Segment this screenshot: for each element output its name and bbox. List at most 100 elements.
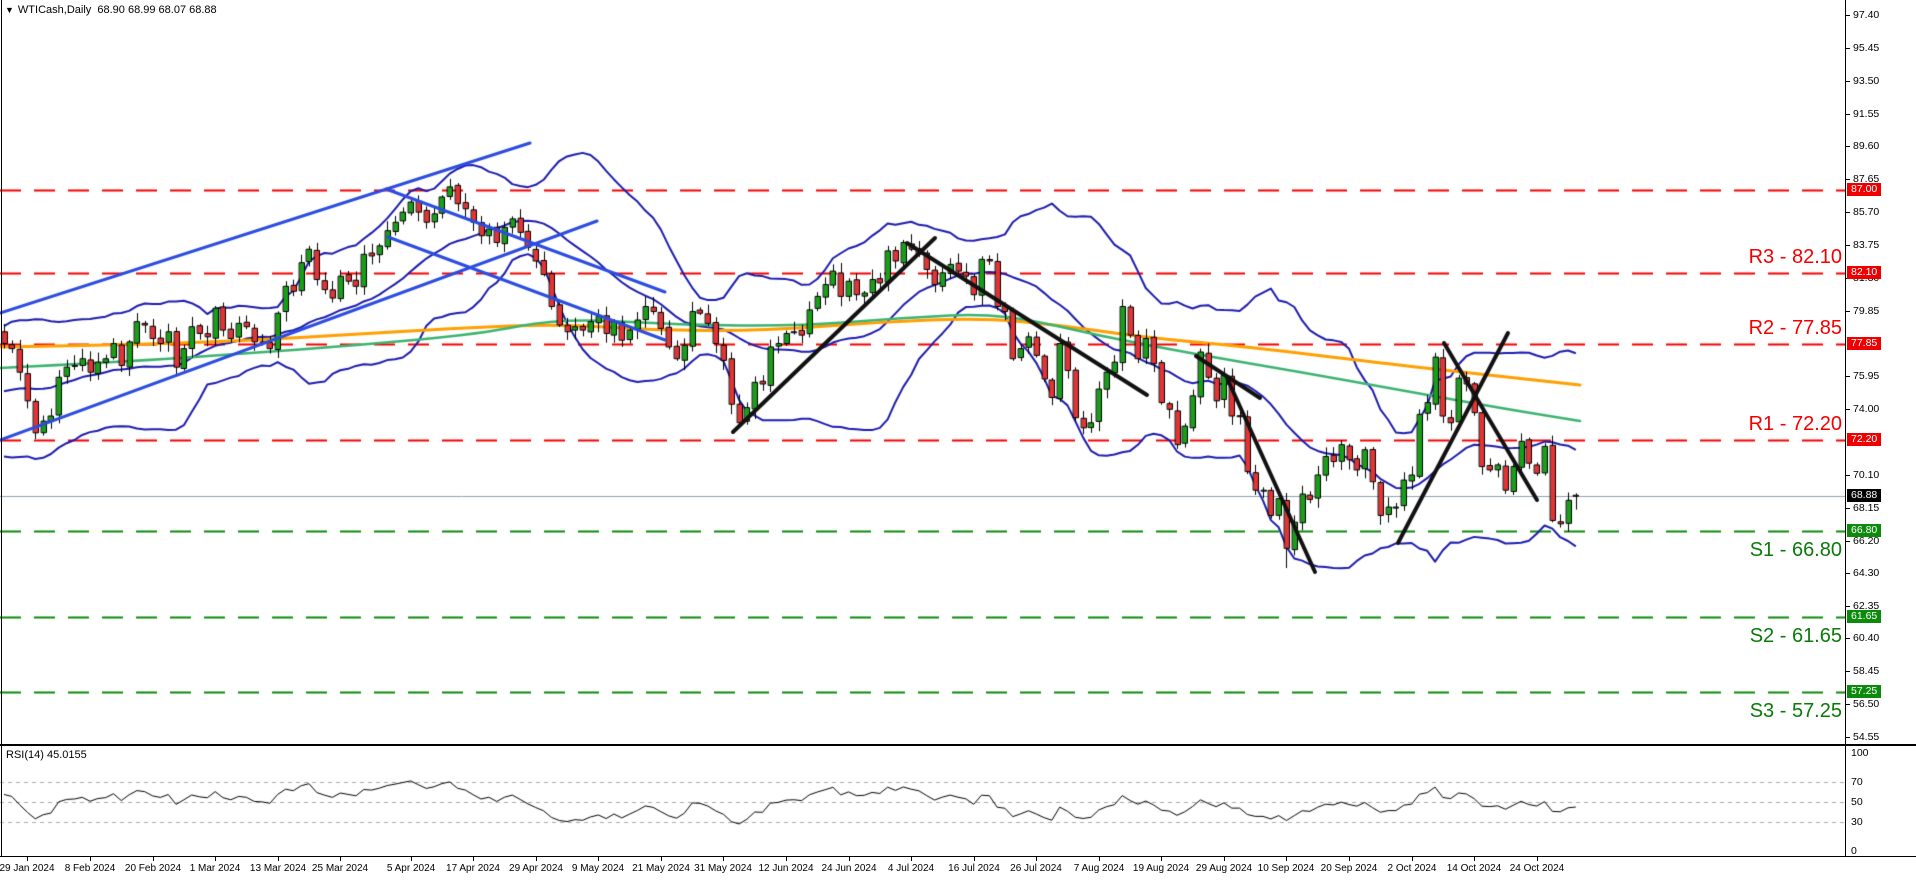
rsi-indicator-label: RSI(14) 45.0155 — [6, 749, 87, 761]
date-tick-label: 5 Apr 2024 — [386, 863, 436, 874]
date-tick-label: 29 Apr 2024 — [509, 863, 563, 874]
price-tick-label: 79.85 — [1853, 305, 1880, 317]
time-tick-mark — [661, 857, 662, 861]
price-tick-mark — [1846, 245, 1850, 246]
price-tick-mark — [1846, 409, 1850, 410]
price-tick-label: 60.40 — [1853, 632, 1880, 644]
price-tick-mark — [1846, 114, 1850, 115]
price-tick-label: 89.60 — [1853, 140, 1880, 152]
price-tick-label: 64.30 — [1853, 567, 1880, 579]
price-tick-mark — [1846, 81, 1850, 82]
date-tick-label: 10 Sep 2024 — [1257, 863, 1315, 874]
rsi-tick-label: 0 — [1851, 845, 1857, 857]
resistance-label-r2: R2 - 77.85 — [1748, 317, 1842, 340]
time-tick-mark — [1412, 857, 1413, 861]
time-tick-mark — [723, 857, 724, 861]
rsi-indicator-canvas[interactable] — [0, 746, 1846, 856]
price-tick-mark — [1846, 737, 1850, 738]
price-tick-mark — [1846, 638, 1850, 639]
level-price-tag: 66.80 — [1847, 524, 1882, 537]
price-tick-mark — [1846, 704, 1850, 705]
price-tick-label: 56.50 — [1853, 698, 1880, 710]
support-label-s3: S3 - 57.25 — [1749, 699, 1842, 722]
price-tick-mark — [1846, 573, 1850, 574]
resistance-label-r1: R1 - 72.20 — [1748, 412, 1842, 435]
price-tick-mark — [1846, 15, 1850, 16]
date-tick-label: 20 Feb 2024 — [124, 863, 182, 874]
time-tick-mark — [215, 857, 216, 861]
time-tick-mark — [598, 857, 599, 861]
date-tick-label: 19 Aug 2024 — [1132, 863, 1190, 874]
rsi-tick-label: 70 — [1851, 776, 1863, 788]
price-tick-label: 87.65 — [1853, 173, 1880, 185]
level-price-tag: 72.20 — [1847, 433, 1882, 446]
main-chart-canvas[interactable] — [0, 0, 1846, 744]
date-tick-label: 1 Mar 2024 — [189, 863, 241, 874]
level-price-tag: 82.10 — [1847, 266, 1882, 279]
price-tick-label: 70.10 — [1853, 469, 1880, 481]
price-tick-mark — [1846, 475, 1850, 476]
price-tick-mark — [1846, 311, 1850, 312]
chart-title: ▼ WTICash,Daily 68.90 68.99 68.07 68.88 — [5, 4, 217, 16]
time-tick-mark — [278, 857, 279, 861]
price-tick-label: 95.45 — [1853, 42, 1880, 54]
time-tick-mark — [90, 857, 91, 861]
time-tick-mark — [911, 857, 912, 861]
panel-separator[interactable] — [0, 744, 1916, 746]
date-tick-label: 9 May 2024 — [571, 863, 625, 874]
price-tick-label: 62.35 — [1853, 600, 1880, 612]
price-tick-label: 58.45 — [1853, 665, 1880, 677]
price-tick-label: 83.75 — [1853, 239, 1880, 251]
price-tick-label: 91.55 — [1853, 108, 1880, 120]
price-tick-label: 75.95 — [1853, 370, 1880, 382]
price-tick-label: 66.20 — [1853, 535, 1880, 547]
time-tick-mark — [1036, 857, 1037, 861]
symbol-dropdown-icon[interactable]: ▼ — [5, 5, 14, 15]
price-tick-label: 97.40 — [1853, 9, 1880, 21]
date-tick-label: 13 Mar 2024 — [249, 863, 307, 874]
support-label-s1: S1 - 66.80 — [1749, 538, 1842, 561]
time-tick-mark — [1349, 857, 1350, 861]
level-price-tag: 87.00 — [1847, 183, 1882, 196]
price-tick-mark — [1846, 541, 1850, 542]
time-tick-mark — [1099, 857, 1100, 861]
time-tick-mark — [536, 857, 537, 861]
date-tick-label: 4 Jul 2024 — [887, 863, 935, 874]
time-tick-mark — [473, 857, 474, 861]
level-price-tag: 57.25 — [1847, 685, 1882, 698]
time-axis-separator — [0, 856, 1916, 857]
symbol-timeframe-label: WTICash,Daily — [17, 4, 92, 16]
price-tick-label: 68.15 — [1853, 502, 1880, 514]
price-tick-mark — [1846, 179, 1850, 180]
date-tick-label: 21 May 2024 — [632, 863, 690, 874]
price-tick-mark — [1846, 671, 1850, 672]
price-tick-mark — [1846, 212, 1850, 213]
price-tick-label: 54.55 — [1853, 731, 1880, 743]
time-tick-mark — [974, 857, 975, 861]
date-tick-label: 2 Oct 2024 — [1387, 863, 1437, 874]
date-tick-label: 16 Jul 2024 — [948, 863, 1000, 874]
date-tick-label: 8 Feb 2024 — [64, 863, 116, 874]
price-axis[interactable]: 97.40 95.45 93.50 91.55 89.60 87.65 85.70 83.75… — [1845, 0, 1916, 857]
current-price-tag: 68.88 — [1847, 489, 1882, 502]
date-tick-label: 29 Jan 2024 — [0, 863, 55, 874]
date-tick-label: 31 May 2024 — [694, 863, 752, 874]
date-tick-label: 7 Aug 2024 — [1073, 863, 1125, 874]
date-tick-label: 24 Jun 2024 — [821, 863, 877, 874]
rsi-tick-label: 100 — [1851, 747, 1869, 759]
level-price-tag: 61.65 — [1847, 610, 1882, 623]
time-tick-mark — [849, 857, 850, 861]
date-tick-label: 29 Aug 2024 — [1195, 863, 1253, 874]
time-tick-mark — [1474, 857, 1475, 861]
time-tick-mark — [1286, 857, 1287, 861]
time-tick-mark — [1224, 857, 1225, 861]
date-tick-label: 26 Jul 2024 — [1010, 863, 1062, 874]
date-tick-label: 20 Sep 2024 — [1320, 863, 1378, 874]
price-tick-label: 93.50 — [1853, 75, 1880, 87]
time-tick-mark — [27, 857, 28, 861]
time-axis[interactable]: 29 Jan 2024 8 Feb 2024 20 Feb 2024 1 Mar 20… — [0, 857, 1916, 888]
price-tick-mark — [1846, 376, 1850, 377]
time-tick-mark — [1537, 857, 1538, 861]
time-tick-mark — [340, 857, 341, 861]
